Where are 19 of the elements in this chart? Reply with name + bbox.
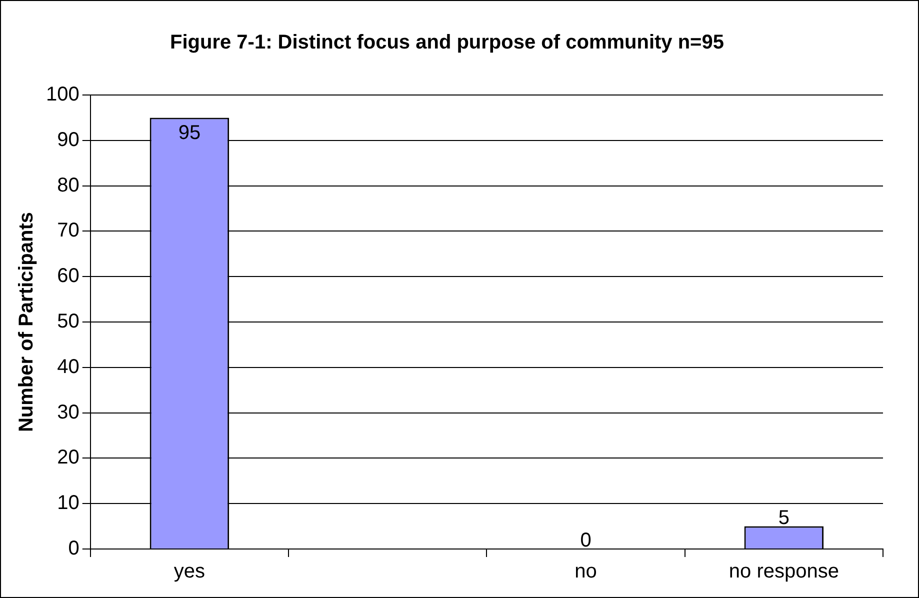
x-tick-label: yes (174, 560, 206, 583)
y-tick-label: 80 (57, 174, 80, 196)
x-tick-label: no response (728, 560, 839, 583)
y-tick-label: 60 (57, 265, 80, 288)
y-tick-label: 10 (57, 492, 80, 514)
data-label: 0 (580, 530, 592, 552)
y-tick-label: 20 (57, 446, 80, 469)
y-tick-label: 70 (57, 220, 80, 242)
y-tick-label: 0 (68, 538, 80, 560)
data-label: 95 (178, 122, 201, 144)
y-tick-label: 100 (46, 84, 80, 106)
y-tick-label: 30 (57, 401, 80, 424)
y-axis-title: Number of Participants (16, 212, 38, 432)
chart-title: Figure 7-1: Distinct focus and purpose of community n=95 (170, 32, 724, 54)
y-tick-label: 40 (57, 356, 80, 378)
y-tick-label: 90 (57, 128, 80, 151)
y-tick-label: 50 (57, 310, 80, 333)
x-tick-label: no (574, 560, 597, 583)
data-label: 5 (778, 506, 790, 529)
